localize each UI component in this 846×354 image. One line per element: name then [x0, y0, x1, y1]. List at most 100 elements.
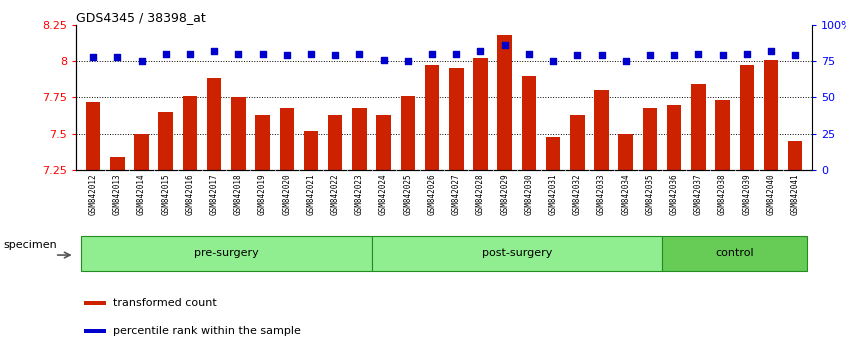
Text: GSM842034: GSM842034 [621, 173, 630, 215]
Bar [570, 115, 585, 170]
Text: GSM842040: GSM842040 [766, 173, 776, 215]
Bar [473, 58, 488, 170]
Text: GSM842012: GSM842012 [89, 173, 97, 215]
Bar [158, 112, 173, 170]
Point [716, 52, 729, 58]
Point [449, 51, 463, 57]
Point [207, 48, 221, 54]
Text: post-surgery: post-surgery [481, 248, 552, 258]
Bar [376, 115, 391, 170]
Text: GDS4345 / 38398_at: GDS4345 / 38398_at [76, 11, 206, 24]
Point [474, 48, 487, 54]
Bar [764, 59, 778, 170]
Bar [135, 133, 149, 170]
Point [595, 52, 608, 58]
FancyBboxPatch shape [371, 236, 662, 270]
Bar [400, 96, 415, 170]
Text: GSM842036: GSM842036 [670, 173, 678, 215]
Text: GSM842031: GSM842031 [548, 173, 558, 215]
Text: GSM842027: GSM842027 [452, 173, 461, 215]
Text: GSM842030: GSM842030 [525, 173, 533, 215]
Point [328, 52, 342, 58]
FancyBboxPatch shape [81, 236, 371, 270]
Bar [522, 75, 536, 170]
Text: GSM842021: GSM842021 [306, 173, 316, 215]
Point [570, 52, 584, 58]
Point [86, 54, 100, 59]
Bar [84, 329, 106, 333]
Text: GSM842022: GSM842022 [331, 173, 340, 215]
Bar [739, 65, 754, 170]
Point [135, 58, 148, 64]
Bar [716, 100, 730, 170]
Point [498, 42, 512, 48]
Point [401, 58, 415, 64]
Bar [110, 157, 124, 170]
Bar [304, 131, 318, 170]
Text: GSM842024: GSM842024 [379, 173, 388, 215]
Bar [788, 141, 803, 170]
Text: GSM842032: GSM842032 [573, 173, 582, 215]
Text: GSM842018: GSM842018 [233, 173, 243, 215]
Point [667, 52, 681, 58]
Text: GSM842037: GSM842037 [694, 173, 703, 215]
Text: specimen: specimen [3, 240, 58, 250]
FancyBboxPatch shape [662, 236, 807, 270]
Point [426, 51, 439, 57]
Point [764, 48, 777, 54]
Bar [207, 79, 222, 170]
Text: GSM842038: GSM842038 [718, 173, 727, 215]
Text: GSM842016: GSM842016 [185, 173, 195, 215]
Text: GSM842033: GSM842033 [597, 173, 606, 215]
Text: pre-surgery: pre-surgery [194, 248, 259, 258]
Bar [183, 96, 197, 170]
Text: transformed count: transformed count [113, 298, 217, 308]
Point [691, 51, 705, 57]
Point [376, 57, 390, 62]
Point [353, 51, 366, 57]
Point [111, 54, 124, 59]
Text: GSM842041: GSM842041 [791, 173, 799, 215]
Bar [85, 102, 101, 170]
Bar [231, 97, 245, 170]
Text: GSM842017: GSM842017 [210, 173, 218, 215]
Bar [425, 65, 439, 170]
Point [232, 51, 245, 57]
Text: GSM842035: GSM842035 [645, 173, 655, 215]
Point [788, 52, 802, 58]
Text: GSM842039: GSM842039 [742, 173, 751, 215]
Point [740, 51, 754, 57]
Text: GSM842020: GSM842020 [283, 173, 291, 215]
Bar [618, 133, 633, 170]
Point [280, 52, 294, 58]
Text: control: control [716, 248, 754, 258]
Bar [594, 90, 609, 170]
Point [159, 51, 173, 57]
Bar [643, 108, 657, 170]
Point [547, 58, 560, 64]
Bar [449, 68, 464, 170]
Text: GSM842013: GSM842013 [113, 173, 122, 215]
Text: GSM842025: GSM842025 [404, 173, 412, 215]
Bar [667, 104, 681, 170]
Bar [328, 115, 343, 170]
Text: GSM842015: GSM842015 [162, 173, 170, 215]
Point [643, 52, 656, 58]
Point [184, 51, 197, 57]
Bar [255, 115, 270, 170]
Text: GSM842029: GSM842029 [500, 173, 509, 215]
Text: GSM842014: GSM842014 [137, 173, 146, 215]
Bar [84, 301, 106, 305]
Bar [691, 84, 706, 170]
Point [619, 58, 633, 64]
Text: percentile rank within the sample: percentile rank within the sample [113, 326, 301, 336]
Point [305, 51, 318, 57]
Point [522, 51, 536, 57]
Point [255, 51, 269, 57]
Bar [279, 108, 294, 170]
Bar [497, 35, 512, 170]
Bar [352, 108, 366, 170]
Text: GSM842019: GSM842019 [258, 173, 267, 215]
Text: GSM842023: GSM842023 [355, 173, 364, 215]
Text: GSM842026: GSM842026 [427, 173, 437, 215]
